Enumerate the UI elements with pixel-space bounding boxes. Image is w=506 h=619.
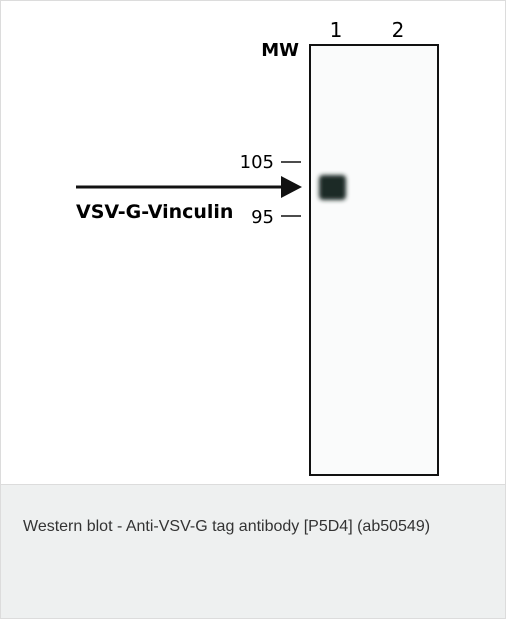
arrow-head <box>281 176 302 198</box>
caption-box: Western blot - Anti-VSV-G tag antibody [… <box>1 484 505 618</box>
blot-membrane <box>310 45 438 475</box>
mw-label: MW <box>261 40 299 61</box>
marker-label: 95 <box>251 207 274 228</box>
page: 1 2 MW 105 95 VSV-G-Vinculin Western blo… <box>0 0 506 619</box>
band <box>319 175 346 200</box>
target-label: VSV-G-Vinculin <box>76 201 233 223</box>
lane-label: 1 <box>330 18 343 42</box>
blot-figure: 1 2 MW 105 95 VSV-G-Vinculin <box>1 1 505 484</box>
caption: Western blot - Anti-VSV-G tag antibody [… <box>23 502 463 552</box>
marker-label: 105 <box>240 152 274 173</box>
lane-label: 2 <box>392 18 405 42</box>
